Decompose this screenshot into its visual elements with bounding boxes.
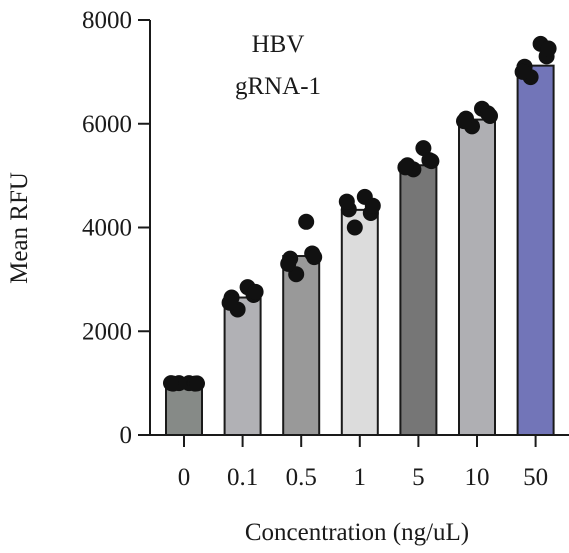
bar: [458, 118, 496, 436]
y-tick-label: 4000: [82, 215, 132, 242]
x-tick-label: 5: [412, 464, 425, 491]
chart-title-line-2: gRNA-1: [235, 73, 321, 100]
x-tick-label: 10: [465, 464, 490, 491]
chart-title-line-1: HBV: [252, 31, 305, 58]
x-tick-label: 0.5: [286, 464, 317, 491]
data-point: [189, 375, 205, 392]
x-tick-label: 0.1: [227, 464, 258, 491]
data-point: [397, 159, 414, 176]
x-axis: 0 0.1 0.5 1 5 10 50: [150, 434, 569, 491]
x-tick-label: 1: [354, 464, 367, 491]
bar: [282, 255, 321, 436]
bar: [516, 64, 555, 437]
data-point: [298, 213, 315, 230]
plot-area: [163, 35, 557, 437]
x-tick-label: 50: [523, 464, 548, 491]
data-point: [247, 283, 264, 300]
data-point: [306, 249, 323, 266]
data-point: [338, 193, 355, 210]
data-point: [456, 113, 472, 130]
data-point: [364, 197, 381, 214]
y-axis: 0 2000 4000 6000 8000: [82, 7, 151, 449]
data-point: [415, 140, 432, 157]
data-point: [423, 153, 440, 170]
y-axis-label: Mean RFU: [6, 172, 33, 284]
y-tick-label: 6000: [82, 111, 132, 138]
bar: [399, 164, 438, 436]
bar: [223, 296, 262, 436]
y-tick-label: 0: [120, 422, 133, 449]
data-point: [540, 40, 557, 57]
y-tick-label: 2000: [82, 318, 132, 345]
data-point: [221, 294, 238, 311]
y-tick-label: 8000: [82, 7, 132, 34]
data-point: [163, 375, 179, 392]
data-point: [346, 219, 363, 236]
bar: [340, 208, 379, 436]
data-point: [514, 63, 531, 80]
x-axis-label: Concentration (ng/uL): [245, 519, 469, 546]
x-tick-label: 0: [178, 464, 191, 491]
data-point: [280, 255, 297, 272]
data-point: [482, 107, 498, 124]
